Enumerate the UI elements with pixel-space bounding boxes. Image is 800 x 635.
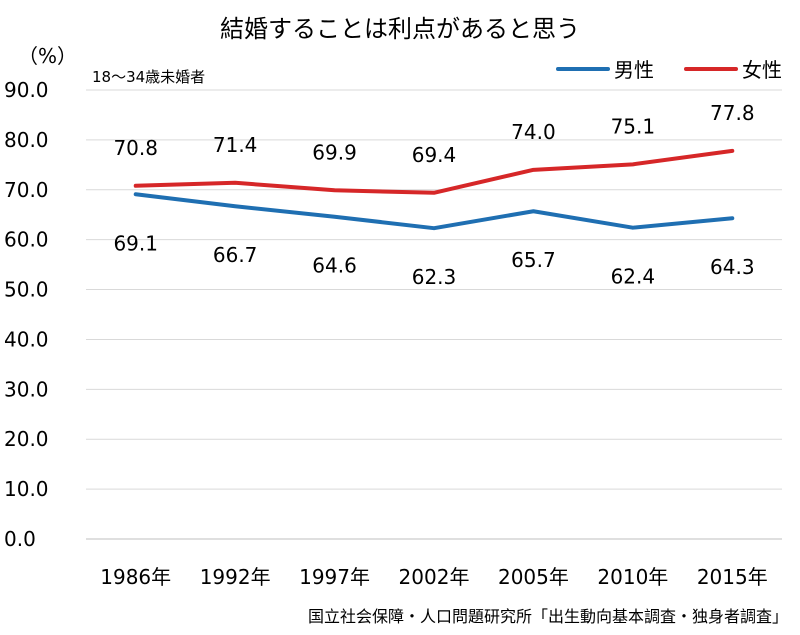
y-tick-label: 50.0: [4, 278, 49, 302]
data-label: 65.7: [511, 248, 556, 272]
y-tick-labels: 0.0 10.0 20.0 30.0 40.0 50.0 60.0 70.0 80.0 90.0: [4, 78, 49, 551]
data-label: 69.9: [312, 140, 357, 164]
legend: 男性 女性: [556, 58, 782, 82]
chart-title: 結婚することは利点があると思う: [220, 15, 580, 43]
gridlines: [86, 89, 782, 540]
data-labels: 69.1 66.7 64.6 62.3 65.7 62.4 64.3 70.8 71.4 69.9…: [113, 101, 754, 289]
data-label: 64.6: [312, 254, 357, 278]
x-tick-label: 1992年: [200, 565, 271, 589]
y-tick-label: 90.0: [4, 78, 49, 102]
x-tick-labels: 1986年 1992年 1997年 2002年 2005年 2010年 2015年: [100, 565, 767, 589]
data-label: 71.4: [213, 133, 258, 157]
data-label: 70.8: [113, 136, 158, 160]
y-tick-label: 0.0: [4, 527, 36, 551]
x-tick-label: 1986年: [100, 565, 171, 589]
series-line-0: [133, 192, 735, 231]
series-line-1: [133, 148, 735, 195]
y-tick-label: 60.0: [4, 228, 49, 252]
data-label: 64.3: [710, 255, 755, 279]
legend-label: 女性: [742, 58, 782, 82]
y-tick-label: 80.0: [4, 128, 49, 152]
data-label: 77.8: [710, 101, 755, 125]
x-tick-label: 2005年: [498, 565, 569, 589]
y-axis-unit: （%）: [18, 44, 77, 68]
data-label: 69.1: [113, 231, 158, 255]
y-tick-label: 20.0: [4, 427, 49, 451]
data-label: 69.4: [412, 143, 457, 167]
y-tick-label: 10.0: [4, 477, 49, 501]
chart-note: 18〜34歳未婚者: [92, 68, 205, 86]
legend-label: 男性: [614, 58, 654, 82]
series-lines: [133, 148, 735, 231]
x-tick-label: 2002年: [399, 565, 470, 589]
data-label: 62.3: [412, 265, 457, 289]
data-label: 62.4: [611, 265, 656, 289]
data-label: 74.0: [511, 120, 556, 144]
y-tick-label: 40.0: [4, 327, 49, 351]
data-label: 66.7: [213, 243, 258, 267]
x-tick-label: 2015年: [697, 565, 768, 589]
source-note: 国立社会保障・人口問題研究所「出生動向基本調査・独身者調査」: [308, 607, 788, 626]
data-label: 75.1: [611, 114, 656, 138]
x-tick-label: 1997年: [299, 565, 370, 589]
y-tick-label: 30.0: [4, 377, 49, 401]
x-tick-label: 2010年: [597, 565, 668, 589]
y-tick-label: 70.0: [4, 178, 49, 202]
